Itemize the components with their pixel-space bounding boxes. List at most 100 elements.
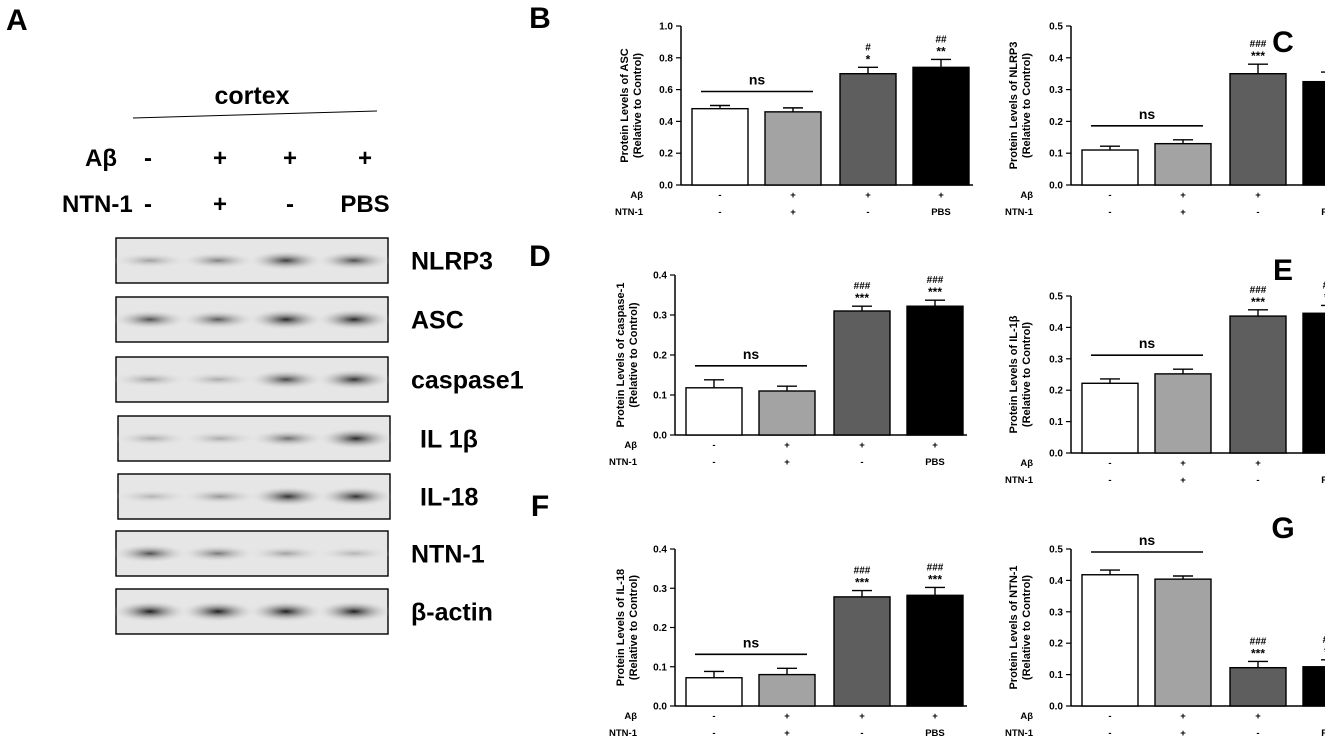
condition-label: Aβ [624, 440, 637, 451]
y-axis-label: Protein Levels of caspase-1(Relative to … [615, 283, 640, 428]
blot-row: ASC [111, 296, 464, 343]
blot-band [179, 372, 257, 387]
band-label: β-actin [411, 599, 493, 627]
y-axis-label: Protein Levels of IL-1β(Relative to Cont… [1008, 315, 1033, 433]
blot-band [179, 252, 257, 269]
condition-value: - [1108, 458, 1111, 469]
blot-band [181, 488, 259, 505]
ns-label: ns [743, 634, 760, 650]
bar [1081, 382, 1139, 454]
y-axis-label: Protein Levels of IL-18(Relative to Cont… [615, 569, 640, 686]
blot-band [111, 371, 189, 388]
blot-band [247, 369, 325, 390]
bar [685, 387, 743, 436]
blot-band [181, 431, 259, 446]
chart-panel-f: F 0.0 0.1 0.2 0.3 0.4 Protein Levels of IL-18(… [531, 490, 967, 739]
region-label: cortex [214, 82, 289, 110]
bar [1154, 578, 1212, 707]
chart-panel-g: G 0.0 0.1 0.2 0.3 0.4 0.5 Protein Levels of NTN… [1005, 512, 1325, 739]
condition-value: + [1180, 190, 1186, 201]
y-tick-label: 0.1 [653, 391, 667, 402]
blot-band [249, 486, 327, 507]
condition-value: + [790, 207, 796, 218]
bar [758, 673, 816, 707]
y-tick-label: 0.4 [653, 545, 667, 556]
condition-value: PBS [925, 457, 945, 468]
condition-value: - [712, 711, 715, 722]
condition-value: + [938, 190, 944, 201]
condition-value: - [712, 457, 715, 468]
y-tick-label: 0.3 [653, 311, 667, 322]
blot-row: NTN-1 [111, 530, 485, 577]
condition-value: - [860, 728, 863, 739]
y-tick-label: 0.8 [659, 53, 673, 64]
condition-value: + [1180, 458, 1186, 469]
blot-row: caspase1 [111, 356, 524, 403]
condition-label: NTN-1 [609, 457, 638, 468]
condition-value: - [1108, 190, 1111, 201]
significance-star: *** [1251, 295, 1265, 309]
condition-value: PBS [340, 191, 389, 218]
bar [1302, 80, 1325, 186]
significance-star: *** [1251, 646, 1265, 660]
y-tick-label: 0.1 [1049, 670, 1063, 681]
condition-value: - [866, 207, 869, 218]
condition-value: + [358, 145, 372, 172]
bar [764, 111, 822, 186]
condition-value: + [859, 711, 865, 722]
ns-label: ns [1139, 532, 1156, 548]
condition-value: + [1180, 207, 1186, 218]
y-tick-label: 0.0 [1049, 449, 1063, 460]
bar [1081, 149, 1139, 186]
bar [1154, 373, 1212, 454]
band-label: NLRP3 [411, 248, 493, 276]
y-tick-label: 0.0 [653, 431, 667, 442]
y-tick-label: 0.1 [1049, 417, 1063, 428]
condition-value: + [1180, 711, 1186, 722]
y-tick-label: 0.3 [1049, 85, 1063, 96]
y-tick-label: 0.2 [659, 149, 673, 160]
condition-label: Aβ [1020, 711, 1033, 722]
significance-star: *** [855, 291, 869, 305]
condition-label: Aβ [85, 145, 117, 172]
condition-value: + [1255, 190, 1261, 201]
condition-value: - [1256, 728, 1259, 739]
significance-hash: ### [927, 275, 944, 286]
blot-band [315, 546, 393, 561]
condition-value: + [784, 440, 790, 451]
significance-star: *** [855, 576, 869, 590]
condition-value: PBS [925, 728, 945, 739]
significance-hash: ### [1250, 636, 1267, 647]
panel-letter: B [529, 2, 551, 35]
panel-letter: G [1271, 512, 1294, 545]
condition-value: + [784, 457, 790, 468]
significance-star: *** [928, 572, 942, 586]
significance-hash: ### [1323, 635, 1325, 646]
panel-letter: E [1273, 254, 1293, 287]
condition-value: + [1255, 458, 1261, 469]
condition-value: - [718, 207, 721, 218]
significance-hash: ### [1250, 285, 1267, 296]
blot-band [179, 600, 257, 623]
chart-panel-d: D 0.0 0.1 0.2 0.3 0.4 Protein Levels of caspas… [529, 240, 967, 468]
y-axis-label: Protein Levels of NTN-1(Relative to Cont… [1008, 565, 1033, 689]
condition-value: - [1108, 728, 1111, 739]
bar [1302, 666, 1325, 707]
significance-hash: ### [1250, 39, 1267, 50]
significance-star: * [866, 52, 871, 66]
blot-band [111, 252, 189, 269]
condition-value: + [932, 440, 938, 451]
y-axis-label: Protein Levels of ASC(Relative to Contro… [619, 48, 644, 163]
bar [1302, 312, 1325, 454]
band-label: NTN-1 [411, 541, 485, 569]
condition-label: Aβ [1020, 190, 1033, 201]
y-tick-label: 1.0 [659, 22, 673, 33]
condition-value: + [784, 711, 790, 722]
blot-row: β-actin [111, 588, 493, 635]
ns-label: ns [1139, 106, 1156, 122]
condition-value: - [860, 457, 863, 468]
y-tick-label: 0.0 [653, 702, 667, 713]
significance-hash: # [865, 42, 871, 53]
